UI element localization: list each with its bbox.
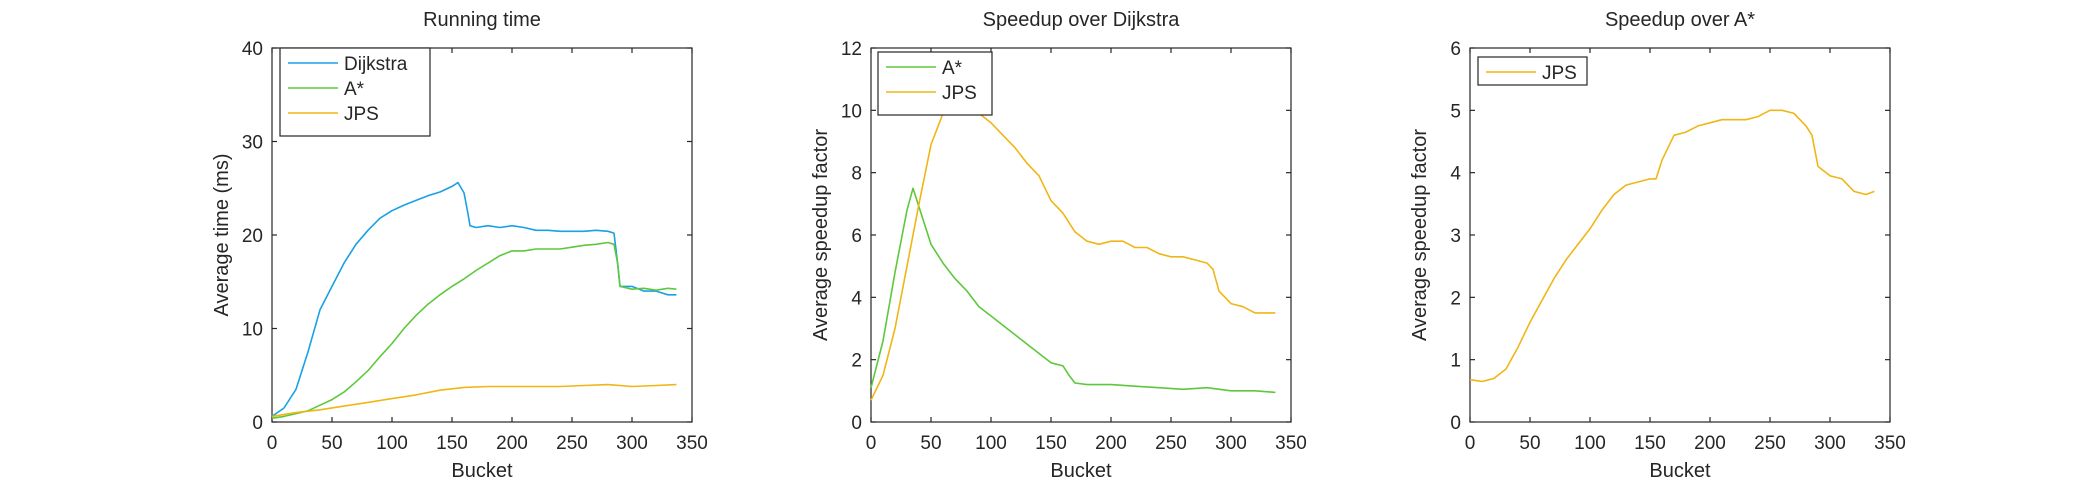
x-tick-label: 200 — [1095, 433, 1127, 454]
y-tick-label: 4 — [851, 288, 862, 309]
y-tick-label: 2 — [851, 351, 862, 372]
legend-box — [1477, 56, 1588, 86]
x-tick-label: 200 — [496, 433, 528, 454]
y-axis-label: Average time (ms) — [211, 153, 233, 316]
series-line-a — [271, 241, 677, 420]
legend: A* JPS — [877, 51, 993, 116]
legend-label: JPS — [344, 104, 379, 125]
y-tick-label: 4 — [1450, 164, 1461, 185]
y-tick-label: 3 — [1450, 226, 1461, 247]
x-tick-label: 200 — [1694, 433, 1726, 454]
y-tick-label: 10 — [841, 101, 862, 122]
y-tick-label: 30 — [242, 133, 263, 154]
y-tick-label: 6 — [1450, 39, 1461, 60]
x-tick-label: 300 — [1215, 433, 1247, 454]
series-line-jps — [1469, 109, 1875, 383]
y-tick-label: 20 — [242, 226, 263, 247]
x-tick-label: 350 — [1275, 433, 1307, 454]
legend: JPS — [1477, 56, 1588, 86]
x-tick-label: 0 — [866, 433, 877, 454]
x-tick-label: 250 — [1155, 433, 1187, 454]
legend-label: Dijkstra — [344, 54, 408, 75]
y-tick-label: 1 — [1450, 351, 1461, 372]
x-tick-label: 300 — [616, 433, 648, 454]
y-tick-label: 5 — [1450, 101, 1461, 122]
x-tick-label: 150 — [1035, 433, 1067, 454]
x-tick-label: 0 — [267, 433, 278, 454]
chart-panel-2: 0 50 100 150 200 250 300 350 0 2 4 6 8 10 12 Speedup ov… — [810, 9, 1307, 479]
x-axis-label: Bucket — [1649, 460, 1711, 479]
y-tick-label: 10 — [242, 320, 263, 341]
x-tick-label: 300 — [1814, 433, 1846, 454]
x-tick-label: 0 — [1465, 433, 1476, 454]
chart-title: Running time — [423, 9, 541, 31]
y-tick-label: 6 — [851, 226, 862, 247]
x-tick-label: 250 — [556, 433, 588, 454]
y-tick-label: 12 — [841, 39, 862, 60]
y-tick-label: 0 — [1450, 413, 1461, 434]
x-tick-label: 50 — [1519, 433, 1540, 454]
legend-label: JPS — [942, 83, 977, 104]
y-axis-label: Average speedup factor — [810, 129, 832, 341]
chart-title: Speedup over Dijkstra — [983, 9, 1181, 31]
plot-area — [1469, 47, 1891, 423]
x-tick-label: 100 — [1574, 433, 1606, 454]
series-line-jps — [271, 383, 677, 418]
series-line-a — [870, 187, 1276, 394]
x-tick-label: 150 — [436, 433, 468, 454]
legend-label: A* — [942, 58, 963, 79]
x-tick-label: 50 — [321, 433, 342, 454]
y-tick-label: 0 — [252, 413, 263, 434]
y-tick-label: 8 — [851, 164, 862, 185]
legend-box — [877, 51, 993, 116]
x-axis-label: Bucket — [451, 460, 513, 479]
x-axis-label: Bucket — [1050, 460, 1112, 479]
x-tick-label: 100 — [376, 433, 408, 454]
y-tick-label: 40 — [242, 39, 263, 60]
x-tick-label: 100 — [975, 433, 1007, 454]
legend-label: JPS — [1542, 63, 1577, 84]
y-tick-label: 0 — [851, 413, 862, 434]
x-tick-label: 150 — [1634, 433, 1666, 454]
chart-title: Speedup over A* — [1605, 9, 1755, 31]
x-tick-label: 250 — [1754, 433, 1786, 454]
series-line-dijkstra — [271, 181, 677, 418]
chart-panel-1: 0 50 100 150 200 250 300 350 0 10 20 30 40 Running ti… — [211, 9, 708, 479]
y-axis-label: Average speedup factor — [1409, 129, 1431, 341]
x-tick-label: 350 — [1874, 433, 1906, 454]
legend-label: A* — [344, 79, 365, 100]
chart-panel-3: 0 50 100 150 200 250 300 350 0 1 2 3 4 5 6 Speedup over… — [1409, 9, 1906, 479]
legend: Dijkstra A* JPS — [279, 47, 431, 137]
x-tick-label: 50 — [920, 433, 941, 454]
x-tick-label: 350 — [676, 433, 708, 454]
y-tick-label: 2 — [1450, 288, 1461, 309]
